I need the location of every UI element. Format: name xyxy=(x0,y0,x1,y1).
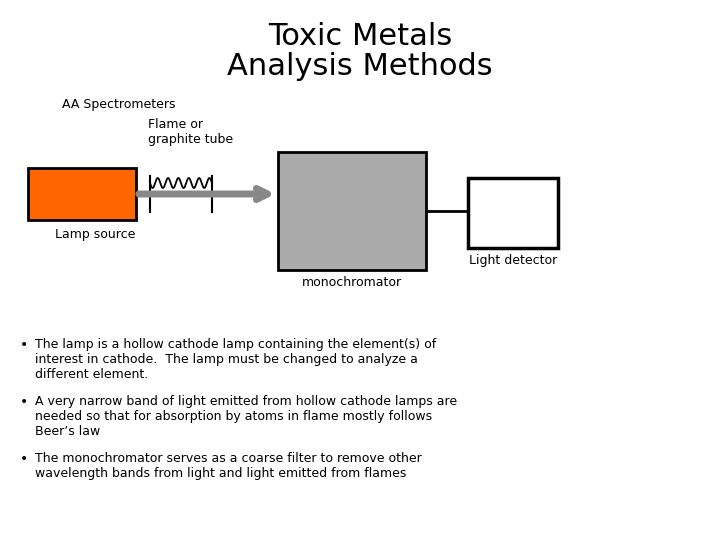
Bar xyxy=(278,152,426,270)
Bar xyxy=(28,168,136,220)
Text: A very narrow band of light emitted from hollow cathode lamps are
needed so that: A very narrow band of light emitted from… xyxy=(35,395,457,438)
Text: •: • xyxy=(20,395,28,409)
Bar xyxy=(468,178,558,248)
Text: Toxic Metals: Toxic Metals xyxy=(268,22,452,51)
Text: •: • xyxy=(20,452,28,466)
Text: Flame or
graphite tube: Flame or graphite tube xyxy=(148,118,233,146)
Text: Light detector: Light detector xyxy=(469,254,557,267)
Text: Analysis Methods: Analysis Methods xyxy=(228,52,492,81)
Text: monochromator: monochromator xyxy=(302,276,402,289)
Text: AA Spectrometers: AA Spectrometers xyxy=(62,98,176,111)
Text: The lamp is a hollow cathode lamp containing the element(s) of
interest in catho: The lamp is a hollow cathode lamp contai… xyxy=(35,338,436,381)
Text: •: • xyxy=(20,338,28,352)
Text: Lamp source: Lamp source xyxy=(55,228,135,241)
Text: The monochromator serves as a coarse filter to remove other
wavelength bands fro: The monochromator serves as a coarse fil… xyxy=(35,452,422,480)
